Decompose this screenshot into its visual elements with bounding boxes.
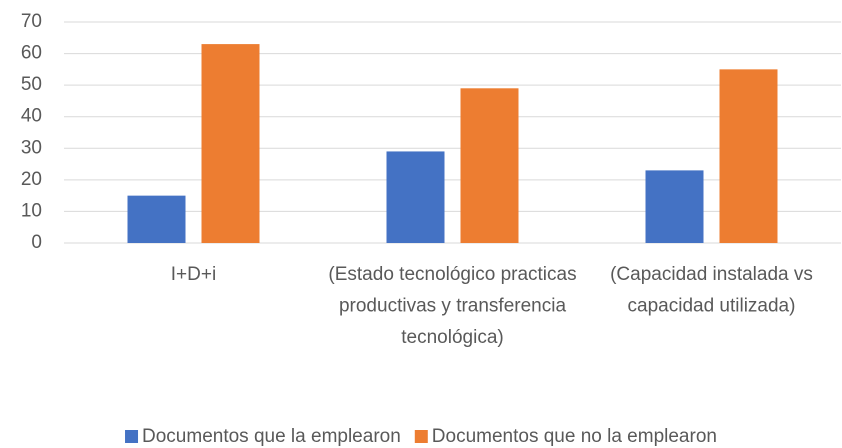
legend-label: Documentos que no la emplearon <box>432 426 717 447</box>
x-tick-label: (Capacidad instalada vs capacidad utiliza… <box>610 264 813 317</box>
legend-swatch <box>125 430 139 443</box>
x-tick-label: (Estado tecnológico practicas productivas… <box>328 264 576 348</box>
y-tick-label: 50 <box>21 74 42 95</box>
y-tick-label: 60 <box>21 43 42 64</box>
bar <box>201 44 260 243</box>
y-tick-label: 40 <box>21 106 42 127</box>
bar <box>460 88 519 243</box>
y-tick-label: 10 <box>21 200 42 221</box>
x-tick-label: I+D+i <box>171 264 216 285</box>
y-tick-label: 20 <box>21 169 42 190</box>
bar <box>386 151 445 243</box>
bar <box>719 69 778 243</box>
bar <box>127 195 186 243</box>
y-tick-label: 0 <box>31 232 42 253</box>
legend-label: Documentos que la emplearon <box>142 426 401 447</box>
y-tick-label: 30 <box>21 137 42 158</box>
y-tick-label: 70 <box>21 11 42 32</box>
bar <box>645 170 704 243</box>
legend-swatch <box>414 430 428 443</box>
